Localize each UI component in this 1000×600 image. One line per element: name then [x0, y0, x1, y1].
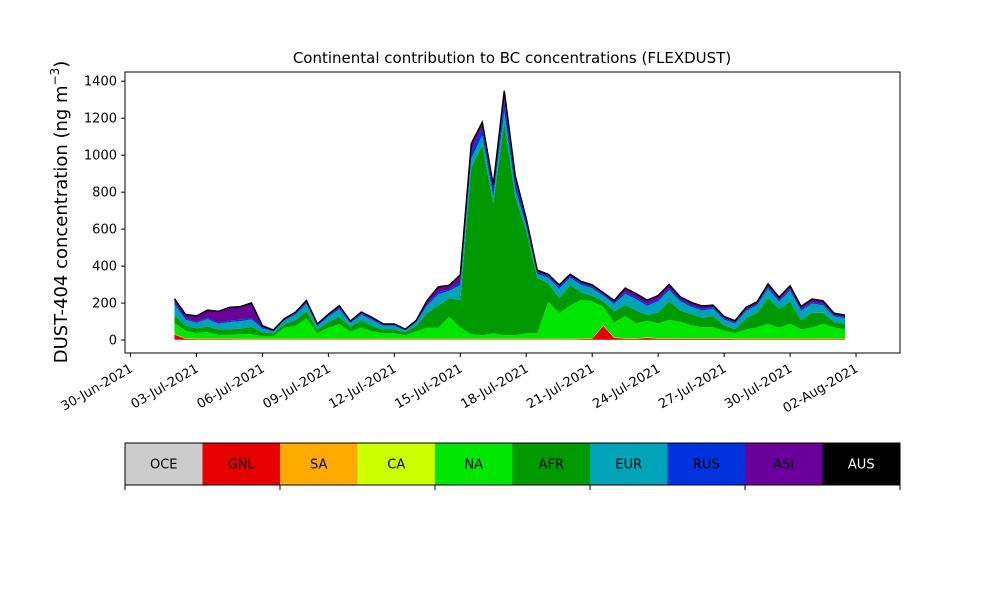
legend-colorbar: OCE GNL SA CA NA AFR EUR RUS ASI AUS	[124, 442, 901, 490]
x-tick-label: 09-Jul-2021	[261, 361, 334, 412]
legend-label-rus: RUS	[693, 458, 720, 473]
y-tick-label: 200	[92, 297, 117, 312]
legend-swatch-gnl	[202, 443, 281, 485]
x-tick-label: 15-Jul-2021	[392, 361, 465, 412]
legend-swatch-aus	[822, 443, 901, 485]
x-tick-label: 21-Jul-2021	[524, 361, 597, 412]
y-tick-label: 400	[92, 260, 117, 275]
y-tick-label: 0	[109, 334, 117, 349]
legend-swatch-asi	[745, 443, 823, 485]
y-tick-label: 1400	[84, 75, 117, 90]
legend-label-asi: ASI	[773, 458, 794, 473]
legend-label-eur: EUR	[615, 458, 642, 473]
x-tick-label: 12-Jul-2021	[327, 361, 400, 412]
x-tick-label: 02-Aug-2021	[781, 361, 861, 416]
legend-swatch-na	[435, 443, 513, 485]
x-tick-label: 24-Jul-2021	[590, 361, 663, 412]
legend-swatch-afr	[512, 443, 591, 485]
y-tick-label: 800	[92, 186, 117, 201]
legend-swatch-oce	[125, 443, 203, 485]
x-tick-label: 03-Jul-2021	[129, 361, 202, 412]
x-tick-label: 06-Jul-2021	[195, 361, 268, 412]
total-outline	[173, 90, 846, 331]
legend-swatch-eur	[590, 443, 668, 485]
chart-title: Continental contribution to BC concentra…	[293, 49, 731, 67]
y-tick-label: 600	[92, 223, 117, 238]
legend-swatch-ca	[357, 443, 436, 485]
legend-label-afr: AFR	[539, 458, 564, 473]
legend-label-na: NA	[464, 458, 483, 473]
legend-label-ca: CA	[387, 458, 405, 473]
y-axis-label-exponent: −3	[48, 68, 62, 86]
x-tick-label: 27-Jul-2021	[656, 361, 729, 412]
y-tick-label: 1000	[84, 149, 117, 164]
y-axis: 0 200 400 600 800 1000 1200 1400	[84, 75, 125, 349]
stacked-areas	[173, 90, 846, 341]
y-axis-label-close: )	[51, 61, 72, 68]
plot-frame	[124, 71, 901, 354]
area-afr	[174, 122, 846, 336]
y-tick-label: 1200	[84, 112, 117, 127]
y-axis-label: DUST-404 concentration (ng m−3)	[48, 61, 72, 364]
legend-frame	[124, 442, 901, 486]
x-axis: 30-Jun-202103-Jul-202106-Jul-202109-Jul-…	[59, 353, 861, 417]
legend-label-oce: OCE	[150, 458, 178, 473]
legend-label-gnl: GNL	[228, 458, 256, 473]
legend-label-aus: AUS	[848, 458, 875, 473]
x-tick-label: 18-Jul-2021	[458, 361, 531, 412]
legend-swatch-sa	[280, 443, 358, 485]
legend-label-sa: SA	[310, 458, 327, 473]
area-eur	[174, 111, 846, 334]
area-rus	[174, 100, 846, 332]
x-tick-label: 30-Jun-2021	[59, 361, 136, 414]
area-na	[174, 299, 846, 339]
legend-swatch-rus	[667, 443, 746, 485]
y-axis-label-main: DUST-404 concentration (ng m	[51, 85, 72, 363]
